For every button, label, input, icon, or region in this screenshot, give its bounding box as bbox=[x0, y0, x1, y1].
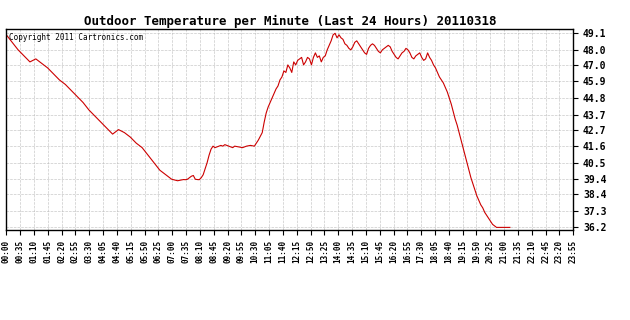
Title: Outdoor Temperature per Minute (Last 24 Hours) 20110318: Outdoor Temperature per Minute (Last 24 … bbox=[84, 14, 496, 28]
Text: Copyright 2011 Cartronics.com: Copyright 2011 Cartronics.com bbox=[9, 33, 143, 42]
